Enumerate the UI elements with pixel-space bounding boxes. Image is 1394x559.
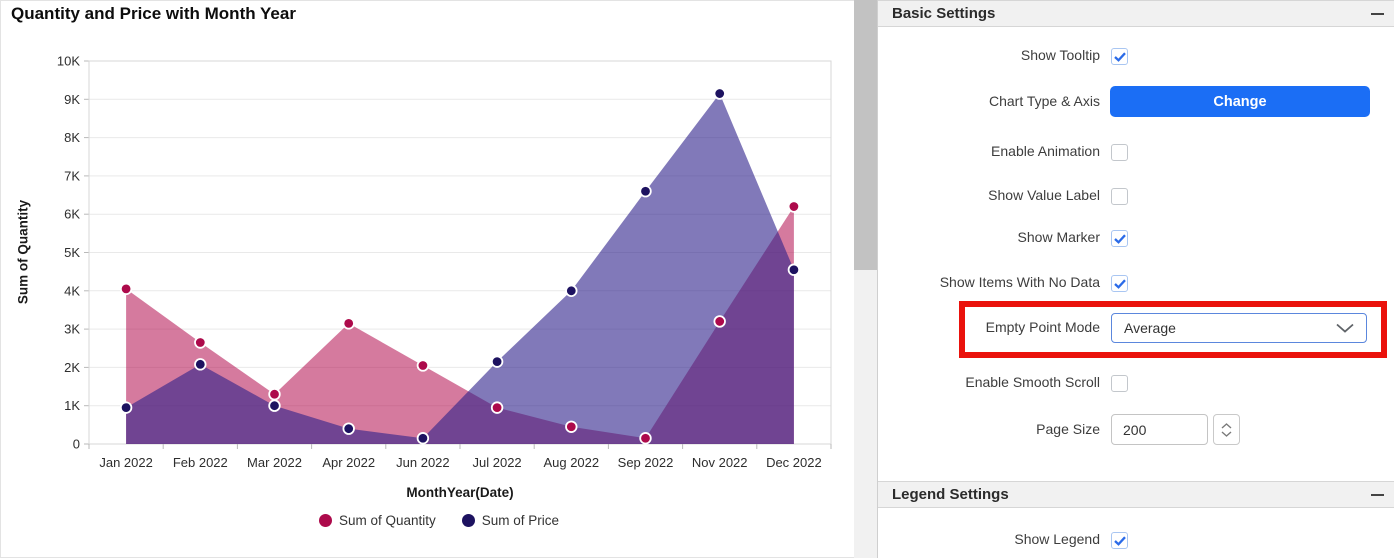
page-size-spinner[interactable] <box>1213 414 1240 445</box>
show-items-no-data-label: Show Items With No Data <box>939 274 1100 290</box>
enable-animation-label: Enable Animation <box>991 143 1100 159</box>
chart-type-axis-label: Chart Type & Axis <box>988 93 1100 109</box>
spinner-up-icon[interactable] <box>1221 422 1232 429</box>
check-icon <box>1113 51 1126 62</box>
collapse-minus-icon[interactable] <box>1371 494 1384 496</box>
svg-text:9K: 9K <box>64 92 80 107</box>
legend-item-price[interactable]: Sum of Price <box>461 513 560 528</box>
basic-settings-header[interactable]: Basic Settings <box>878 0 1394 27</box>
svg-text:2K: 2K <box>64 360 80 375</box>
collapse-minus-icon[interactable] <box>1371 13 1384 15</box>
legend-item-quantity[interactable]: Sum of Quantity <box>318 513 436 528</box>
show-value-label-label: Show Value Label <box>988 187 1100 203</box>
empty-point-mode-dropdown[interactable]: Average <box>1111 313 1367 343</box>
x-axis-title: MonthYear(Date) <box>406 485 514 500</box>
svg-text:Nov 2022: Nov 2022 <box>692 455 748 470</box>
svg-text:8K: 8K <box>64 130 80 145</box>
check-icon <box>1113 278 1126 289</box>
svg-text:Mar 2022: Mar 2022 <box>247 455 302 470</box>
enable-animation-checkbox[interactable] <box>1111 144 1128 161</box>
price-series-dot-icon <box>461 514 475 527</box>
change-button[interactable]: Change <box>1110 86 1370 117</box>
show-marker-label: Show Marker <box>1017 229 1100 245</box>
svg-text:Jan 2022: Jan 2022 <box>99 455 153 470</box>
svg-text:Sep 2022: Sep 2022 <box>618 455 674 470</box>
vertical-scrollbar[interactable] <box>854 0 877 558</box>
check-icon <box>1113 233 1126 244</box>
enable-smooth-scroll-label: Enable Smooth Scroll <box>965 374 1100 390</box>
show-legend-checkbox[interactable] <box>1111 532 1128 549</box>
page-size-label: Page Size <box>1036 421 1100 437</box>
chart-widget: 0 1K 2K 3K 4K 5K 6K 7K 8K 9K 10K Jan 2022 Feb 2022 Ma… <box>0 0 854 558</box>
svg-text:Apr 2022: Apr 2022 <box>322 455 375 470</box>
basic-settings-title: Basic Settings <box>892 5 996 22</box>
show-items-no-data-checkbox[interactable] <box>1111 275 1128 292</box>
scrollbar-thumb[interactable] <box>854 0 877 270</box>
svg-text:Jul 2022: Jul 2022 <box>473 455 522 470</box>
show-tooltip-label: Show Tooltip <box>1020 47 1100 63</box>
show-tooltip-checkbox[interactable] <box>1111 48 1128 65</box>
show-value-label-checkbox[interactable] <box>1111 188 1128 205</box>
check-icon <box>1113 535 1126 546</box>
svg-text:Aug 2022: Aug 2022 <box>543 455 599 470</box>
show-legend-label: Show Legend <box>1014 531 1100 547</box>
svg-text:7K: 7K <box>64 168 80 183</box>
svg-text:4K: 4K <box>64 283 80 298</box>
area-chart-plot: 0 1K 2K 3K 4K 5K 6K 7K 8K 9K 10K Jan 2022 Feb 2022 Ma… <box>57 54 832 470</box>
svg-text:3K: 3K <box>64 322 80 337</box>
legend-settings-header[interactable]: Legend Settings <box>878 481 1394 508</box>
settings-panel: Basic Settings Show Tooltip Chart Type &… <box>877 0 1394 558</box>
svg-text:0: 0 <box>73 437 80 452</box>
spinner-down-icon[interactable] <box>1221 430 1232 437</box>
legend-settings-title: Legend Settings <box>892 486 1009 503</box>
svg-text:Dec 2022: Dec 2022 <box>766 455 822 470</box>
show-marker-checkbox[interactable] <box>1111 230 1128 247</box>
svg-text:5K: 5K <box>64 245 80 260</box>
page-size-input[interactable] <box>1111 414 1208 445</box>
legend-label: Sum of Quantity <box>338 513 436 528</box>
svg-text:Jun 2022: Jun 2022 <box>396 455 450 470</box>
enable-smooth-scroll-checkbox[interactable] <box>1111 375 1128 392</box>
chart-legend: Sum of Quantity Sum of Price <box>89 513 789 528</box>
svg-text:6K: 6K <box>64 207 80 222</box>
svg-text:10K: 10K <box>57 54 80 69</box>
legend-label: Sum of Price <box>481 513 560 528</box>
quantity-series-dot-icon <box>318 514 332 527</box>
empty-point-mode-label: Empty Point Mode <box>985 319 1100 335</box>
chart-title: Quantity and Price with Month Year <box>11 4 296 23</box>
dropdown-selected-value: Average <box>1124 320 1176 336</box>
chevron-down-icon <box>1336 323 1354 333</box>
y-axis-title: Sum of Quantity <box>15 199 31 305</box>
svg-text:Feb 2022: Feb 2022 <box>173 455 228 470</box>
svg-text:1K: 1K <box>64 398 80 413</box>
